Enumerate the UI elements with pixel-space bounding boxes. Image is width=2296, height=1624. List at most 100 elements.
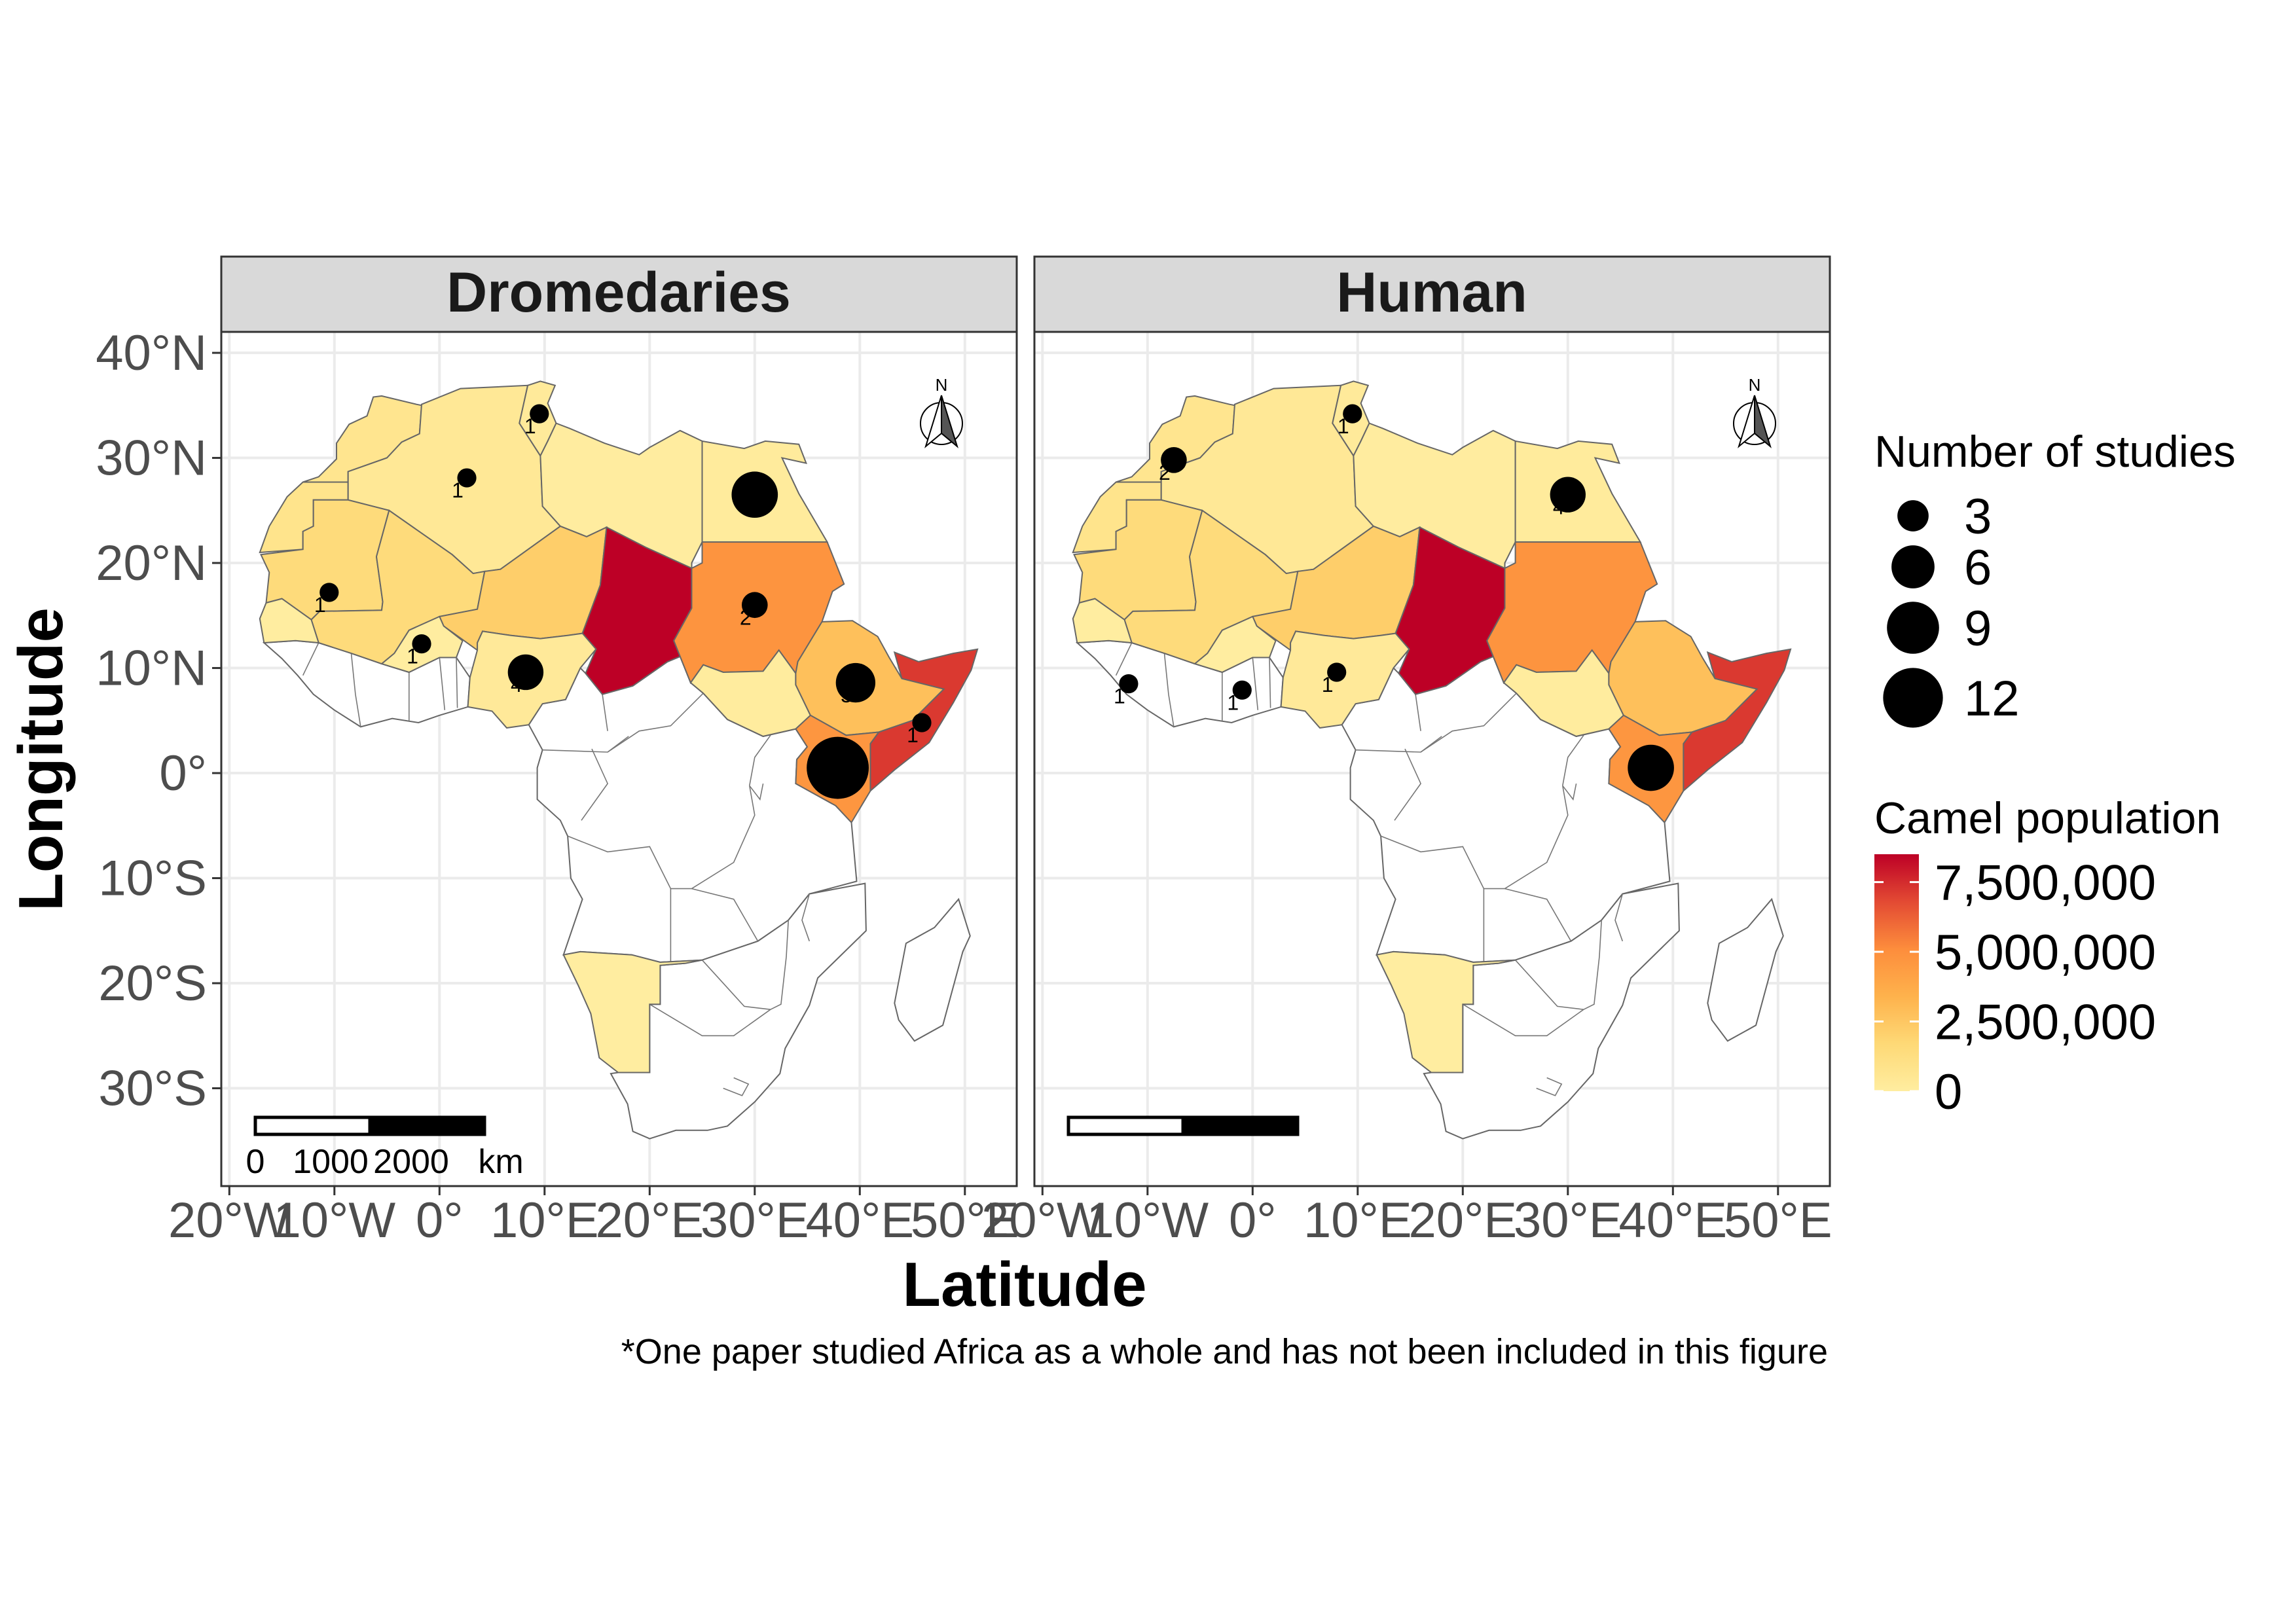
- scale-bar-label: km: [478, 1143, 523, 1181]
- country-border: [1504, 888, 1572, 942]
- study-count-label: 5: [841, 683, 852, 707]
- x-tick-label: 20°W: [981, 1193, 1104, 1248]
- north-arrow: N: [1733, 375, 1776, 448]
- country-border: [723, 1077, 750, 1096]
- strip-label: Human: [1336, 261, 1527, 324]
- x-tick-label: 30°E: [701, 1193, 809, 1248]
- x-tick-label: 0°: [1229, 1193, 1277, 1248]
- legend-size-key: [1897, 500, 1929, 532]
- legend-size-label: 9: [1964, 601, 1992, 657]
- study-count-label: 7: [740, 496, 752, 519]
- study-count-label: 1: [1338, 414, 1349, 438]
- country-border: [439, 657, 446, 710]
- study-count-label: 1: [1114, 685, 1125, 708]
- north-arrow-right: [941, 395, 958, 448]
- scale-bar-segment: [253, 1115, 372, 1136]
- study-count-label: 1: [524, 414, 536, 438]
- country-border: [567, 785, 756, 890]
- study-point: [457, 468, 477, 488]
- y-tick-label: 20°S: [98, 956, 207, 1011]
- y-tick-label: 30°N: [96, 431, 207, 486]
- country-senegal: [1072, 598, 1133, 644]
- country-region: [1707, 897, 1784, 1042]
- x-tick-label: 40°E: [805, 1193, 914, 1248]
- color-bar-label: 0: [1935, 1064, 1962, 1120]
- study-point: [412, 634, 431, 654]
- north-label: N: [1749, 375, 1761, 395]
- y-tick-label: 10°S: [98, 851, 207, 907]
- country-border: [581, 748, 609, 821]
- strip-label: Dromedaries: [446, 261, 791, 324]
- y-tick-label: 30°S: [98, 1061, 207, 1117]
- color-bar: [1874, 854, 1919, 1091]
- scale-bar-segment: [1066, 1115, 1185, 1136]
- scale-bar: [1066, 1115, 1300, 1136]
- country-region: [894, 897, 971, 1042]
- study-count-label: 2: [1159, 461, 1171, 484]
- study-point: [319, 583, 339, 602]
- study-point: [912, 713, 932, 732]
- country-border: [691, 888, 759, 942]
- x-tick-label: 10°W: [1086, 1193, 1209, 1248]
- study-point: [1119, 674, 1139, 694]
- legend-size-key: [1891, 545, 1935, 588]
- color-bar-label: 5,000,000: [1935, 925, 2156, 981]
- country-polygons: [259, 380, 979, 1140]
- strip-human: [1033, 255, 1831, 333]
- country-border: [1462, 1003, 1584, 1037]
- country-border: [602, 694, 608, 731]
- legend-number-of-studies: Number of studies 369 12: [1874, 427, 2236, 728]
- country-somalia: [1683, 648, 1792, 793]
- scale-bar-segment: [368, 1115, 486, 1136]
- north-arrow-right: [1754, 395, 1772, 448]
- study-count-label: 7: [1636, 768, 1648, 792]
- country-polygons: [1072, 380, 1792, 1140]
- study-point: [835, 662, 876, 703]
- x-tick-label: 20°E: [595, 1193, 704, 1248]
- x-tick-label: 20°W: [168, 1193, 291, 1248]
- country-border: [456, 657, 458, 708]
- legend-size-key: [1883, 668, 1943, 728]
- study-count-label: 1: [314, 593, 326, 617]
- country-border: [1614, 893, 1624, 942]
- x-tick-label: 0°: [416, 1193, 464, 1248]
- y-tick-label: 0°: [159, 746, 207, 801]
- country-border: [801, 893, 811, 942]
- strip-dromedaries: [220, 255, 1018, 333]
- country-namibia: [1376, 950, 1516, 1074]
- legend-size-label: 12: [1964, 671, 2020, 727]
- study-point: [530, 404, 549, 424]
- north-label: N: [936, 375, 948, 395]
- north-arrow: N: [920, 375, 963, 448]
- country-border: [701, 960, 771, 1010]
- country-border: [749, 783, 764, 801]
- study-point: [741, 592, 768, 619]
- legend-camel-population: Camel population 7,500,000 5,000,000 2,500…: [1874, 793, 2221, 1120]
- country-burkina-faso: [1193, 615, 1277, 674]
- country-namibia: [562, 950, 702, 1074]
- x-tick-label: 10°E: [1303, 1193, 1412, 1248]
- country-border: [302, 642, 319, 676]
- study-point: [1161, 446, 1187, 473]
- study-point: [731, 471, 778, 518]
- study-count-label: 2: [740, 605, 752, 629]
- study-point: [1327, 662, 1347, 682]
- x-axis-title: Latitude: [902, 1250, 1146, 1320]
- study-point: [1628, 744, 1674, 791]
- study-point: [807, 736, 869, 799]
- legend-size-label: 6: [1964, 540, 1992, 596]
- scale-bar-label: 0: [246, 1143, 265, 1181]
- study-count-label: 1: [1322, 673, 1334, 696]
- legend-size-label: 3: [1964, 489, 1992, 545]
- panel-border: [1033, 331, 1831, 1187]
- x-tick-label: 10°W: [273, 1193, 395, 1248]
- panel-border: [220, 331, 1018, 1187]
- study-count-label: 4: [1553, 496, 1565, 519]
- y-tick-label: 10°N: [96, 641, 207, 696]
- y-axis-title: Longitude: [6, 607, 76, 911]
- y-tick-label: 20°N: [96, 535, 207, 591]
- legend-color-title: Camel population: [1874, 793, 2221, 843]
- study-count-label: 1: [907, 723, 919, 747]
